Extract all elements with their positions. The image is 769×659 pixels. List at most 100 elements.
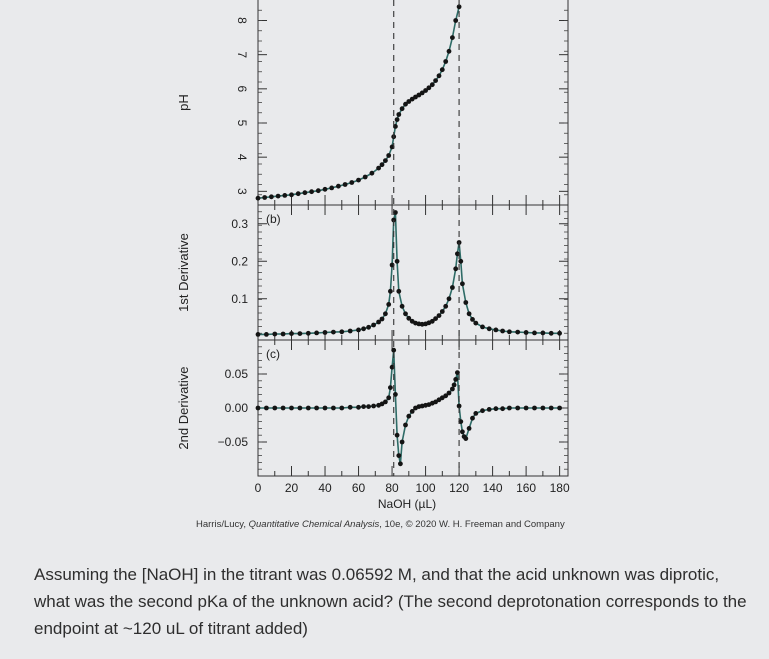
data-point xyxy=(406,315,412,321)
data-point xyxy=(406,99,412,104)
data-point xyxy=(532,405,537,411)
data-point xyxy=(264,332,269,337)
data-point xyxy=(269,194,274,200)
data-point xyxy=(453,266,459,272)
x-tick-label: 0 xyxy=(255,481,262,495)
data-point xyxy=(507,405,512,411)
data-point xyxy=(331,405,336,411)
data-point xyxy=(394,432,400,438)
data-point xyxy=(399,303,405,309)
data-point xyxy=(486,326,492,332)
data-point xyxy=(393,392,398,397)
data-point xyxy=(383,158,388,164)
data-point xyxy=(396,112,402,117)
data-point xyxy=(386,395,392,401)
data-point xyxy=(396,288,402,294)
data-point xyxy=(470,415,475,421)
data-point xyxy=(386,153,392,158)
data-point xyxy=(331,329,336,335)
data-point xyxy=(399,439,405,445)
data-point xyxy=(315,188,321,194)
data-point xyxy=(388,288,393,294)
y-tick-label: 4 xyxy=(235,154,249,161)
data-point xyxy=(322,405,328,411)
data-point xyxy=(480,408,485,414)
data-point xyxy=(409,409,415,414)
data-point xyxy=(322,186,328,192)
data-point xyxy=(439,67,445,73)
credit-book: Quantitative Chemical Analysis xyxy=(248,519,380,530)
data-point xyxy=(458,258,464,264)
data-point xyxy=(540,405,546,411)
data-point xyxy=(426,85,432,91)
y-axis-label: pH xyxy=(176,94,191,111)
data-point xyxy=(493,327,499,333)
data-point xyxy=(470,317,475,322)
data-point xyxy=(339,329,345,335)
y-tick-label: 0.00 xyxy=(225,401,249,415)
y-tick-label: 6 xyxy=(235,85,249,92)
data-point xyxy=(262,195,268,200)
data-point xyxy=(540,330,546,336)
data-point xyxy=(500,328,505,334)
data-point xyxy=(460,281,465,287)
data-point xyxy=(453,18,459,23)
data-point xyxy=(356,177,361,183)
y-tick-label: −0.05 xyxy=(218,435,249,449)
data-point xyxy=(297,331,303,336)
data-point xyxy=(255,332,261,337)
data-point xyxy=(383,311,388,317)
data-point xyxy=(451,382,457,388)
data-point xyxy=(347,404,353,410)
data-point xyxy=(305,330,311,336)
data-point xyxy=(515,405,521,411)
data-point xyxy=(466,311,472,317)
panel-label: (b) xyxy=(266,212,281,226)
panel-c: 0.05 0.00 −0.05 2nd Derivative (c) 0 20 40 60 80 1… xyxy=(176,339,570,511)
data-point xyxy=(423,88,428,93)
panel-label: (c) xyxy=(266,347,280,361)
data-point xyxy=(433,316,438,321)
data-point xyxy=(383,399,388,405)
data-point xyxy=(280,331,286,337)
data-point xyxy=(376,165,381,171)
data-point xyxy=(361,404,366,409)
data-point xyxy=(314,405,319,411)
data-point xyxy=(399,106,405,112)
data-point xyxy=(450,285,455,290)
data-point xyxy=(272,405,278,411)
data-point xyxy=(523,330,529,335)
data-point xyxy=(289,405,294,411)
y-tick-label: 5 xyxy=(235,120,249,127)
data-point xyxy=(446,390,452,396)
data-point xyxy=(398,461,403,467)
x-tick-label: 60 xyxy=(352,481,366,495)
data-point xyxy=(443,303,449,309)
data-point xyxy=(450,386,455,392)
data-point xyxy=(329,185,335,191)
data-point xyxy=(557,330,562,336)
data-point xyxy=(289,192,294,198)
data-point xyxy=(376,319,381,325)
data-point xyxy=(342,182,348,187)
data-point xyxy=(455,370,460,375)
data-point xyxy=(371,322,376,328)
data-point xyxy=(264,405,269,411)
data-point xyxy=(429,318,435,324)
data-point xyxy=(255,195,261,201)
data-point xyxy=(419,90,425,96)
data-point xyxy=(436,313,442,318)
data-point xyxy=(507,329,512,335)
data-point xyxy=(394,117,400,122)
data-point xyxy=(473,320,479,326)
data-point xyxy=(515,329,521,335)
question-text: Assuming the [NaOH] in the titrant was 0… xyxy=(34,565,747,638)
data-point xyxy=(366,404,371,409)
data-point xyxy=(347,328,353,334)
credit-rest: , 10e, © 2020 W. H. Freeman and Company xyxy=(379,519,565,530)
x-tick-label: 40 xyxy=(318,481,332,495)
series-line xyxy=(258,350,560,464)
data-point xyxy=(443,59,449,64)
y-tick-label: 0.1 xyxy=(231,292,248,306)
